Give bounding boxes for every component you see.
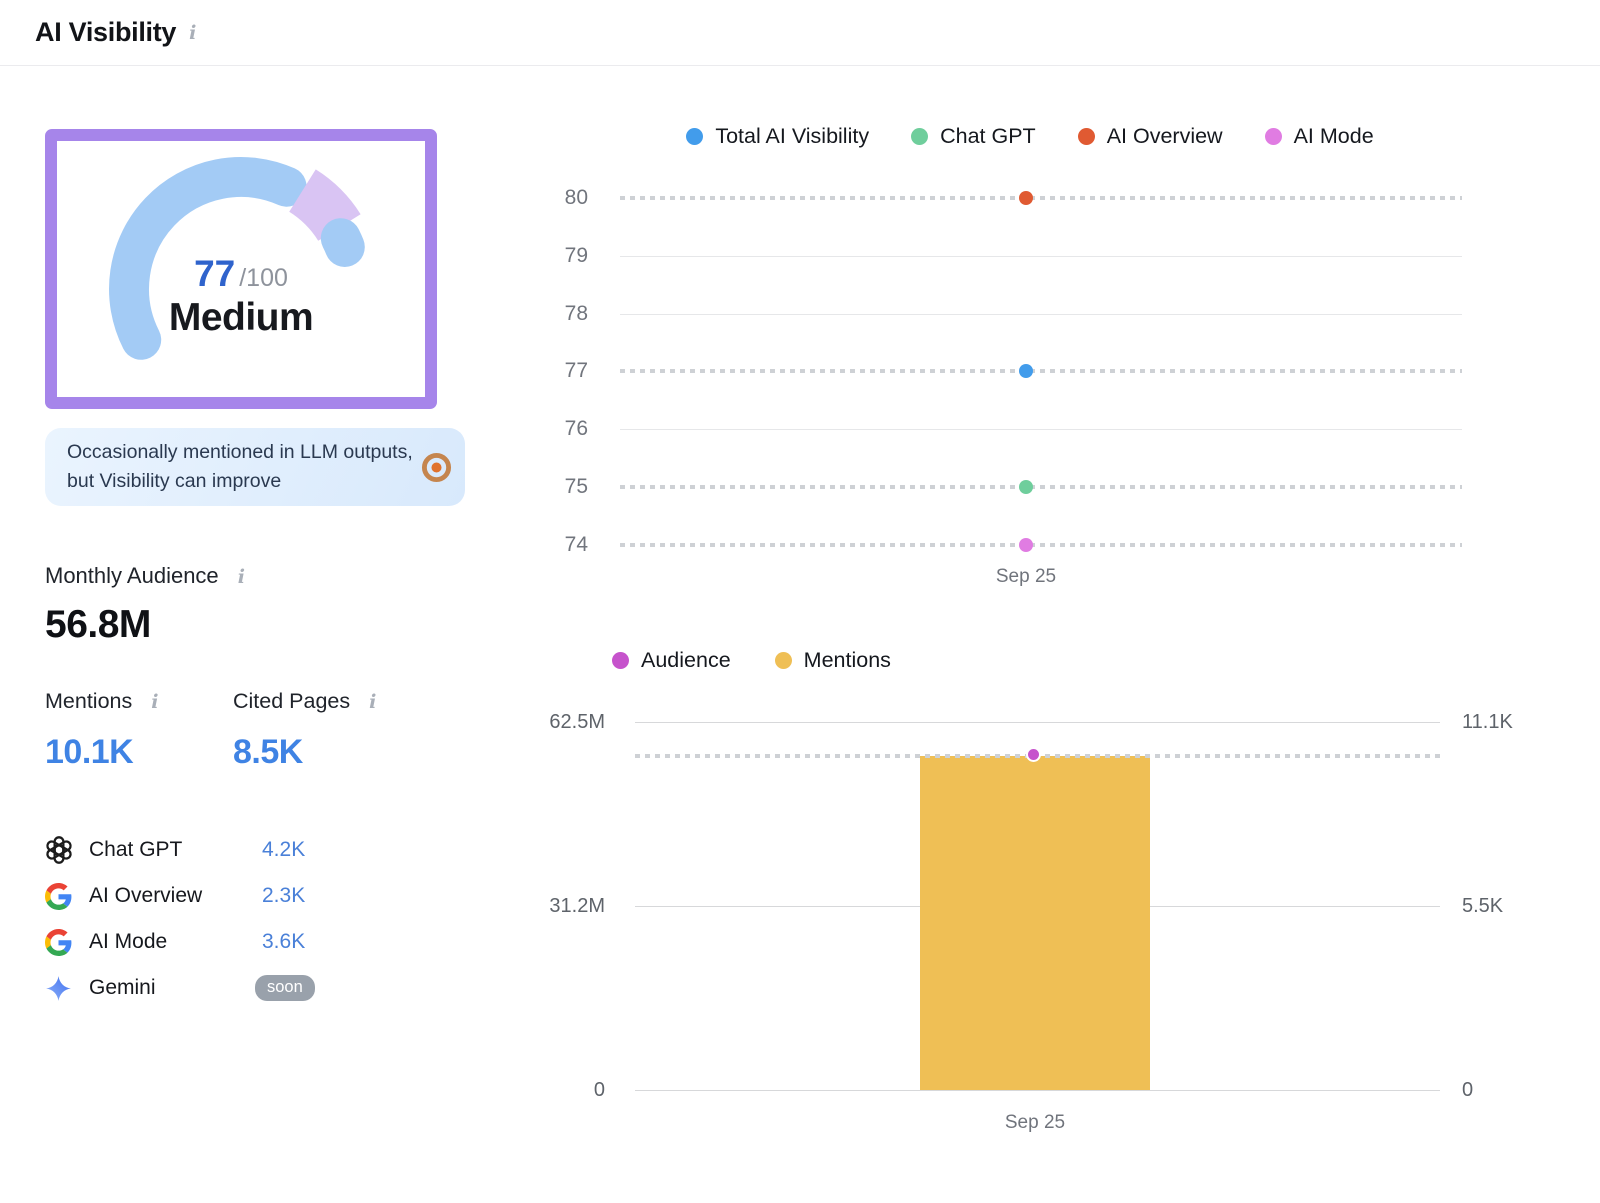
gridline-79 [620, 256, 1462, 257]
monthly-audience-value: 56.8M [45, 603, 151, 646]
data-point-chat-gpt[interactable] [1019, 480, 1033, 494]
legend-dot-icon [612, 652, 629, 669]
list-item: Gemini soon [45, 965, 385, 1011]
y-tick: 77 [564, 359, 588, 382]
audience-chart-legend: Audience Mentions [612, 648, 891, 673]
data-point-ai-overview[interactable] [1019, 191, 1033, 205]
data-point-total-ai-visibility[interactable] [1019, 364, 1033, 378]
info-icon[interactable]: i [369, 691, 377, 713]
gauge-denominator: /100 [239, 264, 288, 292]
gauge-arc-tip [320, 218, 365, 267]
legend-dot-icon [1264, 128, 1282, 145]
list-item: AI Mode 3.6K [45, 919, 385, 965]
y-tick-right: 0 [1462, 1079, 1474, 1101]
platform-value: 3.6K [262, 930, 306, 953]
legend-item-ai-overview[interactable]: AI Overview [1077, 124, 1223, 149]
platform-name: Chat GPT [89, 838, 183, 861]
cited-pages-label: Cited Pages i [233, 689, 376, 714]
gridline-top [635, 722, 1440, 723]
gauge-arc-filled [109, 157, 307, 360]
platform-name: AI Overview [89, 884, 203, 907]
legend-item-chat-gpt[interactable]: Chat GPT [911, 124, 1036, 149]
visibility-gauge: 77/100 Medium [45, 129, 437, 409]
y-tick: 79 [564, 244, 588, 267]
legend-label: AI Overview [1106, 124, 1223, 148]
x-tick: Sep 25 [995, 566, 1057, 587]
y-tick: 78 [564, 302, 588, 325]
visibility-chart-legend: Total AI Visibility Chat GPT AI Overview… [600, 124, 1460, 149]
mentions-bar[interactable] [920, 756, 1150, 1090]
y-tick-left: 0 [593, 1079, 605, 1101]
list-item: Chat GPT 4.2K [45, 827, 385, 873]
google-icon [45, 882, 75, 910]
gridline-76 [620, 429, 1462, 430]
y-tick: 74 [564, 533, 588, 556]
y-tick: 75 [564, 475, 588, 498]
mentions-label: Mentions i [45, 689, 158, 714]
gauge-rating-label: Medium [168, 296, 314, 339]
mentions-value: 10.1K [45, 733, 134, 771]
gridline-dashed-80 [620, 196, 1462, 200]
gemini-icon [45, 975, 75, 1002]
google-icon [45, 928, 75, 956]
y-tick-right: 5.5K [1462, 895, 1504, 917]
data-point-ai-mode[interactable] [1019, 538, 1033, 552]
openai-icon [45, 836, 75, 864]
mentions-text: Mentions [45, 689, 133, 713]
platform-value: 4.2K [262, 838, 306, 861]
status-badge: soon [255, 975, 315, 1001]
audience-mentions-chart: 62.5M 31.2M 0 11.1K 5.5K 0 Sep 25 [520, 710, 1530, 1160]
y-tick-left: 31.2M [549, 895, 605, 917]
list-item: AI Overview 2.3K [45, 873, 385, 919]
legend-dot-icon [686, 128, 704, 145]
legend-label: Total AI Visibility [715, 124, 870, 148]
target-icon [421, 452, 452, 482]
x-tick: Sep 25 [1004, 1112, 1066, 1133]
cited-pages-value: 8.5K [233, 733, 303, 771]
widget-header: AI Visibility i [0, 0, 1600, 66]
info-icon[interactable]: i [237, 566, 246, 588]
gridline-baseline [635, 1090, 1440, 1091]
y-tick-right: 11.1K [1462, 711, 1513, 733]
note-text: Occasionally mentioned in LLM outputs, b… [67, 440, 413, 492]
y-tick: 80 [564, 186, 588, 209]
legend-label: AI Mode [1293, 124, 1374, 148]
gauge-readout: 77/100 Medium [57, 253, 425, 340]
platform-name: Gemini [89, 976, 156, 999]
y-tick-left: 62.5M [549, 711, 605, 733]
monthly-audience-label: Monthly Audience i [45, 563, 245, 589]
audience-data-point[interactable] [1026, 747, 1041, 762]
legend-label: Audience [641, 648, 731, 672]
platform-list: Chat GPT 4.2K AI Overview 2.3K [45, 827, 385, 1011]
legend-item-audience[interactable]: Audience [612, 648, 731, 673]
monthly-audience-text: Monthly Audience [45, 563, 219, 588]
info-icon[interactable]: i [151, 691, 159, 713]
cited-pages-text: Cited Pages [233, 689, 351, 713]
gridline-78 [620, 314, 1462, 315]
gridline-dashed-77 [620, 369, 1462, 373]
visibility-note: Occasionally mentioned in LLM outputs, b… [45, 428, 465, 506]
page-title: AI Visibility [35, 17, 177, 47]
gauge-arc [109, 157, 365, 360]
platform-name: AI Mode [89, 930, 168, 953]
legend-dot-icon [1077, 128, 1095, 145]
visibility-score-chart: 80 79 78 77 76 75 74 Sep 25 [540, 183, 1462, 613]
info-icon[interactable]: i [189, 21, 197, 44]
gauge-score: 77 [194, 253, 236, 294]
legend-item-mentions[interactable]: Mentions [774, 648, 891, 673]
gridline-dashed-75 [620, 485, 1462, 489]
legend-label: Chat GPT [940, 124, 1036, 148]
legend-item-total-ai-visibility[interactable]: Total AI Visibility [686, 124, 869, 149]
y-tick: 76 [564, 417, 588, 440]
platform-value: 2.3K [262, 884, 306, 907]
legend-dot-icon [911, 128, 929, 145]
legend-item-ai-mode[interactable]: AI Mode [1264, 124, 1374, 149]
legend-label: Mentions [803, 648, 891, 672]
gridline-dashed-74 [620, 543, 1462, 547]
legend-dot-icon [774, 652, 792, 669]
